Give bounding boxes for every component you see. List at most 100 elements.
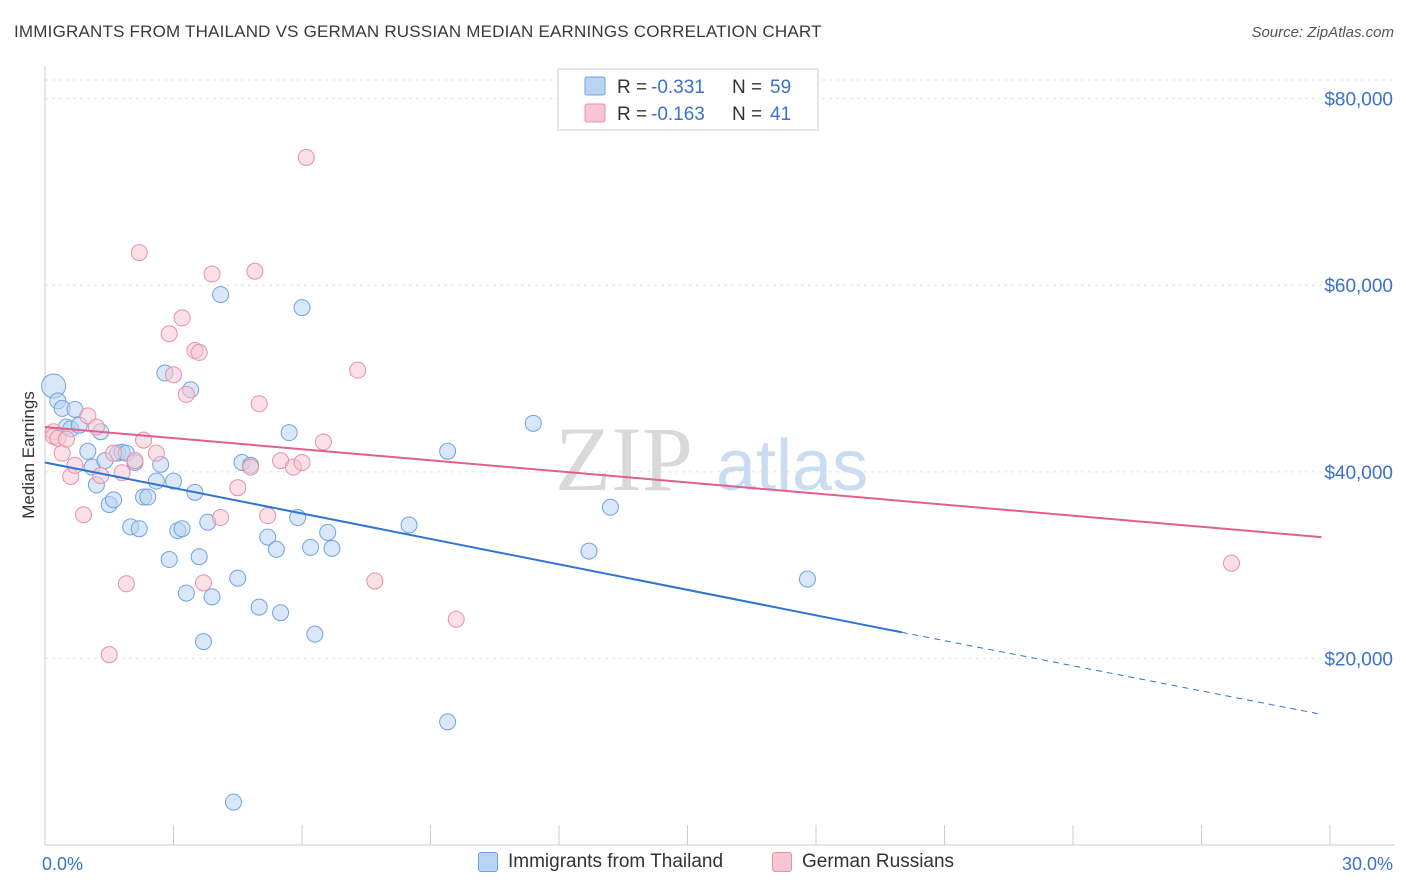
thailand-point-43 bbox=[267, 540, 285, 558]
german-russian-point-32 bbox=[259, 507, 277, 525]
thailand-point-48 bbox=[302, 538, 320, 556]
legend-r-value-german-russian: -0.163 bbox=[651, 104, 705, 125]
thailand-point-25 bbox=[160, 551, 178, 569]
german-russian-point-18 bbox=[147, 444, 165, 462]
thailand-point-36 bbox=[212, 286, 230, 304]
y-axis-title: Median Earnings bbox=[19, 391, 38, 519]
german-russian-point-6 bbox=[66, 456, 84, 474]
legend-n-label-2: N = bbox=[732, 104, 762, 125]
thailand-point-42 bbox=[259, 528, 277, 546]
trend-lines bbox=[44, 426, 1322, 715]
legend-n-label-1: N = bbox=[732, 77, 762, 98]
watermark-zip: ZIP bbox=[555, 408, 693, 510]
legend-swatch-thailand bbox=[584, 76, 606, 96]
thailand-point-28 bbox=[173, 520, 191, 538]
thailand-point-51 bbox=[323, 539, 341, 557]
german-russian-point-36 bbox=[297, 148, 315, 166]
german-russian-point-19 bbox=[160, 325, 178, 343]
german-russian-point-14 bbox=[117, 575, 135, 593]
german-russian-point-37 bbox=[314, 433, 332, 451]
y-tick-label-0: $20,000 bbox=[1324, 649, 1393, 670]
german-russian-point-16 bbox=[130, 244, 148, 262]
thailand-trend-extension bbox=[901, 631, 1322, 715]
thailand-point-33 bbox=[194, 633, 212, 651]
x-tick-label-1: 30.0% bbox=[1342, 854, 1393, 874]
german-russian-point-22 bbox=[177, 385, 195, 403]
chart-title: IMMIGRANTS FROM THAILAND VS GERMAN RUSSI… bbox=[14, 22, 822, 41]
german-russian-point-30 bbox=[246, 262, 264, 280]
y-tick-label-2: $60,000 bbox=[1324, 276, 1393, 297]
thailand-trend-line bbox=[44, 461, 902, 634]
source-credit: Source: ZipAtlas.com bbox=[1251, 24, 1394, 41]
german-russian-point-24 bbox=[190, 343, 208, 361]
german-russian-point-8 bbox=[79, 407, 97, 425]
thailand-point-19 bbox=[130, 520, 148, 538]
thailand-point-50 bbox=[319, 523, 337, 541]
thailand-point-29 bbox=[177, 584, 195, 602]
german-russian-point-38 bbox=[349, 361, 367, 379]
german-russian-point-39 bbox=[366, 572, 384, 590]
german-russian-point-40 bbox=[447, 610, 465, 628]
german-russian-point-21 bbox=[173, 309, 191, 327]
data-points bbox=[41, 148, 1240, 811]
german-russian-point-28 bbox=[229, 479, 247, 497]
y-tick-label-1: $40,000 bbox=[1324, 463, 1393, 484]
thailand-point-21 bbox=[139, 488, 157, 506]
y-tick-label-3: $80,000 bbox=[1324, 90, 1393, 111]
thailand-point-57 bbox=[601, 498, 619, 516]
thailand-point-41 bbox=[250, 598, 268, 616]
thailand-point-35 bbox=[203, 588, 221, 606]
thailand-point-53 bbox=[439, 442, 457, 460]
legend-swatch-german-russian bbox=[584, 103, 606, 123]
german-russian-trend-line bbox=[44, 426, 1322, 539]
top-legend: R = -0.331 N = 59 R = -0.163 N = 41 bbox=[557, 68, 819, 131]
legend-n-value-german-russian: 41 bbox=[770, 104, 791, 125]
german-russian-point-27 bbox=[212, 509, 230, 527]
thailand-point-52 bbox=[400, 516, 418, 534]
thailand-point-32 bbox=[190, 548, 208, 566]
german-russian-point-20 bbox=[165, 366, 182, 384]
thailand-point-7 bbox=[79, 442, 97, 460]
thailand-point-54 bbox=[439, 713, 457, 731]
german-russian-point-7 bbox=[75, 506, 93, 524]
legend-n-value-thailand: 59 bbox=[770, 77, 791, 98]
watermark-atlas: atlas bbox=[716, 426, 868, 506]
legend-label-german-russian: German Russians bbox=[802, 851, 955, 872]
axes bbox=[44, 66, 1395, 846]
grid-lines bbox=[45, 79, 1395, 659]
german-russian-point-29 bbox=[242, 458, 260, 476]
thailand-point-44 bbox=[272, 604, 290, 622]
thailand-point-56 bbox=[580, 542, 598, 560]
german-russian-point-35 bbox=[293, 454, 311, 471]
watermark: ZIP atlas bbox=[555, 408, 868, 510]
thailand-point-45 bbox=[280, 424, 298, 442]
legend-swatch-thailand-bottom bbox=[478, 852, 498, 872]
bottom-legend: Immigrants from Thailand German Russians bbox=[0, 851, 1406, 879]
german-russian-point-25 bbox=[194, 574, 212, 592]
german-russian-point-4 bbox=[57, 430, 75, 448]
legend-r-label-1: R = bbox=[617, 77, 647, 98]
thailand-point-55 bbox=[524, 414, 542, 432]
german-russian-point-12 bbox=[105, 444, 123, 462]
tick-labels: $20,000 $40,000 $60,000 $80,000 0.0% 30.0% bbox=[42, 90, 1393, 874]
legend-r-label-2: R = bbox=[617, 104, 647, 125]
x-tick-label-0: 0.0% bbox=[42, 854, 83, 874]
thailand-point-58 bbox=[798, 570, 816, 588]
thailand-point-13 bbox=[105, 491, 123, 509]
german-russian-point-15 bbox=[126, 452, 144, 470]
thailand-point-37 bbox=[224, 793, 242, 811]
german-russian-point-26 bbox=[203, 265, 221, 283]
legend-item-thailand: Immigrants from Thailand bbox=[478, 851, 723, 873]
thailand-point-38 bbox=[229, 569, 247, 587]
german-russian-point-41 bbox=[1222, 554, 1240, 572]
thailand-point-22 bbox=[147, 472, 165, 490]
legend-item-german-russian: German Russians bbox=[772, 851, 954, 873]
thailand-point-49 bbox=[306, 625, 324, 643]
german-russian-point-31 bbox=[250, 395, 268, 413]
legend-swatch-german-russian-bottom bbox=[772, 852, 792, 872]
thailand-point-47 bbox=[293, 299, 311, 317]
legend-r-value-thailand: -0.331 bbox=[651, 77, 705, 98]
legend-label-thailand: Immigrants from Thailand bbox=[508, 851, 724, 872]
thailand-point-26 bbox=[165, 472, 182, 490]
